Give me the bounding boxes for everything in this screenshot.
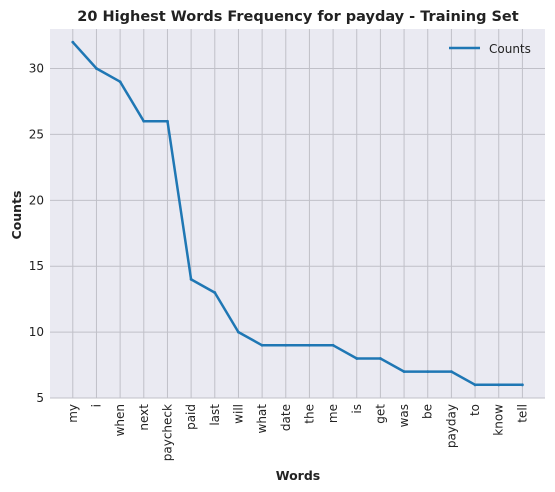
data-point <box>166 119 169 123</box>
series-layer <box>71 40 524 387</box>
data-point <box>142 119 146 123</box>
x-tick-label: i <box>89 404 103 407</box>
chart-title: 20 Highest Words Frequency for payday - … <box>77 9 518 25</box>
data-point <box>402 370 406 374</box>
y-tick-label: 15 <box>29 259 44 273</box>
y-axis-ticks: 5 10 15 20 25 30 <box>29 62 44 405</box>
x-tick-label: my <box>66 404 80 423</box>
y-tick-label: 25 <box>29 127 44 141</box>
data-point <box>284 343 288 347</box>
x-tick-label: tell <box>515 404 529 423</box>
x-axis-label: Words <box>276 468 320 483</box>
x-tick-label: next <box>137 404 151 431</box>
x-tick-label: get <box>373 404 387 424</box>
legend: Counts <box>449 42 531 56</box>
data-point <box>331 343 335 347</box>
x-tick-label: when <box>113 404 127 436</box>
x-axis-ticks: my i when next paycheck paid last will what date t… <box>66 404 530 462</box>
data-point <box>260 343 264 347</box>
x-tick-label: was <box>397 404 411 427</box>
plot-area <box>50 29 545 398</box>
data-point <box>71 40 75 44</box>
data-point <box>189 277 193 281</box>
x-tick-label: be <box>421 404 435 419</box>
y-axis-label: Counts <box>9 191 24 240</box>
x-tick-label: paid <box>184 404 198 430</box>
x-tick-label: payday <box>444 404 458 448</box>
data-point <box>450 370 453 374</box>
x-tick-label: the <box>302 404 316 424</box>
series-line <box>71 41 523 387</box>
data-point <box>473 383 477 387</box>
data-point <box>355 357 359 360</box>
legend-label: Counts <box>489 42 531 56</box>
y-tick-label: 30 <box>29 62 44 76</box>
x-tick-label: last <box>208 404 222 426</box>
x-tick-label: what <box>255 404 269 434</box>
data-point <box>379 357 382 360</box>
x-tick-label: paycheck <box>160 404 174 461</box>
y-tick-label: 20 <box>29 193 44 207</box>
x-tick-label: me <box>326 404 340 423</box>
data-point <box>308 343 311 347</box>
x-tick-label: to <box>468 404 482 416</box>
x-tick-label: will <box>231 404 245 424</box>
data-point <box>213 291 217 294</box>
data-point <box>521 383 524 387</box>
data-point <box>95 67 98 70</box>
y-tick-label: 10 <box>29 325 44 339</box>
x-tick-label: is <box>350 404 364 414</box>
data-point <box>426 370 430 374</box>
data-point <box>118 80 122 84</box>
y-tick-label: 5 <box>36 391 44 405</box>
x-tick-label: date <box>279 404 293 431</box>
data-point <box>237 330 240 334</box>
data-point <box>497 383 501 387</box>
grid <box>50 29 545 399</box>
x-tick-label: know <box>492 404 506 436</box>
